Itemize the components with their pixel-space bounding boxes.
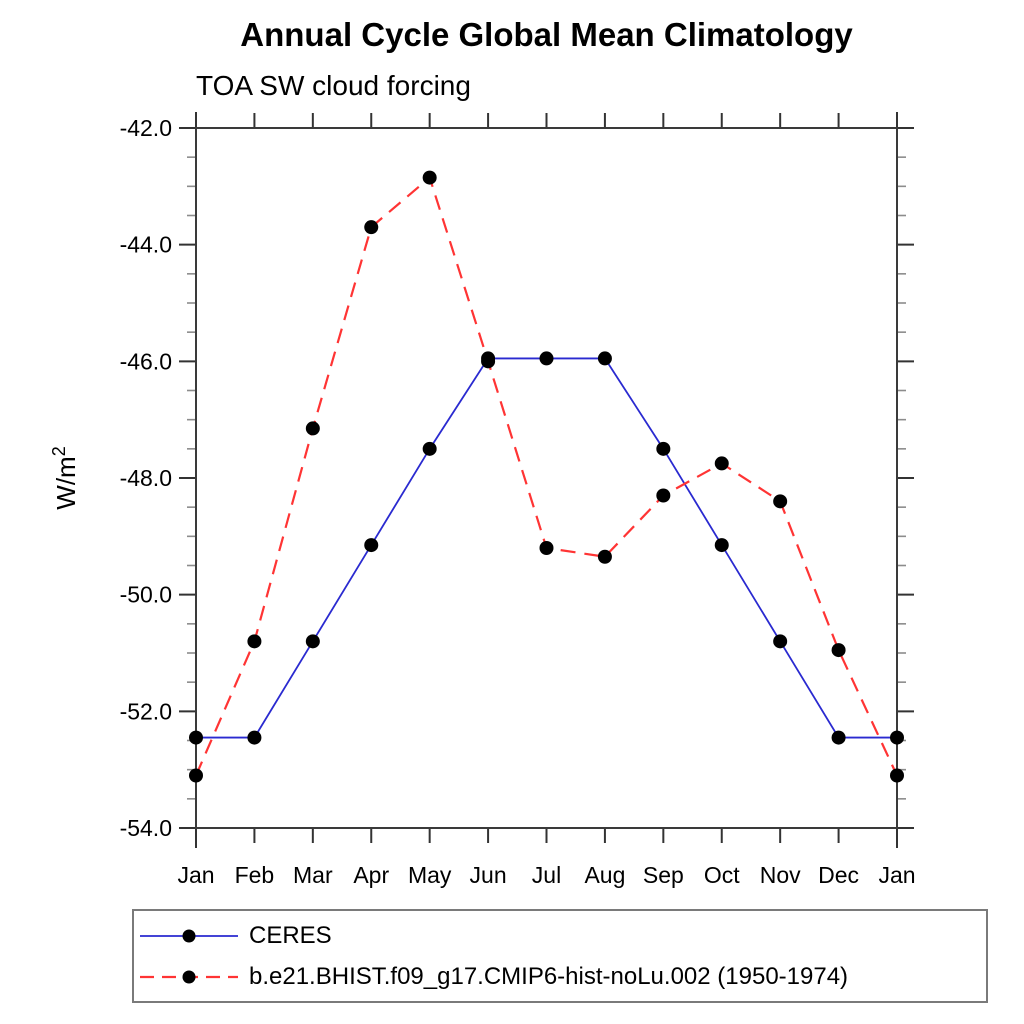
x-tick-label: Dec [818,862,859,888]
y-tick-label: -50.0 [120,582,172,608]
x-tick-label: Nov [760,862,801,888]
x-tick-label: Sep [643,862,684,888]
data-point-0 [364,538,379,553]
y-tick-label: -52.0 [120,698,172,724]
data-point-1 [597,549,612,564]
data-point-0 [539,351,554,366]
data-point-1 [890,768,904,783]
y-tick-label: -44.0 [120,232,172,258]
x-tick-label: Mar [293,862,333,888]
data-point-1 [831,643,846,658]
x-tick-label: Aug [584,862,625,888]
legend-marker-icon [182,970,196,983]
y-tick-label: -48.0 [120,465,172,491]
chart-title: Annual Cycle Global Mean Climatology [240,16,853,53]
legend-line-sample [140,970,238,983]
data-point-0 [714,538,729,553]
chart-subtitle: TOA SW cloud forcing [196,70,471,101]
y-tick-label: -46.0 [120,348,172,374]
data-point-1 [539,541,554,555]
legend-box: CERES b.e21.BHIST.f09_g17.CMIP6-hist-noLu… [132,909,988,1003]
data-point-1 [481,354,496,369]
plot-frame [195,127,898,829]
data-point-1 [189,768,203,783]
data-point-0 [773,634,788,649]
x-tick-label: Jun [470,862,507,888]
legend-row: CERES [138,919,986,953]
data-point-1 [305,421,320,436]
data-point-0 [831,730,846,745]
data-point-1 [247,634,262,649]
x-tick-label: May [408,862,452,888]
data-point-1 [714,456,729,471]
x-tick-label: Feb [235,862,275,888]
data-point-0 [305,634,320,649]
legend-line-sample [140,929,238,942]
legend-label: CERES [249,921,332,949]
data-point-0 [247,730,262,745]
y-axis-label: W/m2 [49,446,81,509]
legend-marker-icon [182,929,196,942]
x-tick-label: Jan [177,862,214,888]
data-point-1 [656,488,671,503]
data-point-1 [364,220,379,235]
legend-row: b.e21.BHIST.f09_g17.CMIP6-hist-noLu.002 … [138,960,986,994]
data-point-0 [422,441,437,456]
data-point-0 [656,441,671,456]
data-point-0 [890,730,904,745]
y-tick-label: -42.0 [120,115,172,141]
data-point-1 [422,170,437,185]
x-tick-label: Apr [353,862,389,888]
x-tick-label: Jul [532,862,561,888]
data-point-0 [189,730,203,745]
x-tick-label: Oct [704,862,740,888]
y-tick-label: -54.0 [120,815,172,841]
data-point-0 [597,351,612,366]
data-point-1 [773,494,788,509]
series-line-1 [194,175,898,776]
x-tick-label: Jan [878,862,915,888]
legend-label: b.e21.BHIST.f09_g17.CMIP6-hist-noLu.002 … [249,962,849,990]
